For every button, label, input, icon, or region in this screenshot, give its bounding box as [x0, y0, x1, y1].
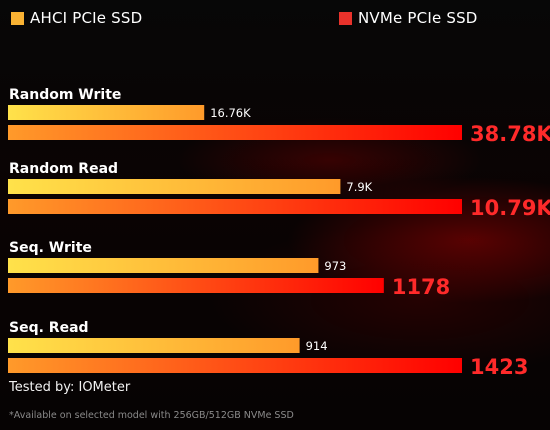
bar-nvme-seq-read	[8, 358, 462, 373]
bar-ahci-random-write	[8, 105, 205, 120]
tested-by-label: Tested by: IOMeter	[9, 380, 131, 395]
legend-ahci-label: AHCI PCIe SSD	[30, 9, 143, 27]
legend-nvme-label: NVMe PCIe SSD	[358, 9, 478, 27]
bar-ahci-seq-read	[8, 338, 300, 353]
legend-nvme-swatch	[339, 11, 352, 25]
value-label-ahci-seq-write: 973	[324, 259, 346, 273]
category-label-seq-read: Seq. Read	[9, 320, 89, 336]
category-label-random-write: Random Write	[9, 87, 121, 103]
value-label-nvme-seq-read: 1423	[470, 355, 528, 379]
bar-ahci-seq-write	[8, 258, 319, 273]
bar-nvme-random-read	[8, 199, 462, 214]
availability-note: *Available on selected model with 256GB/…	[9, 410, 294, 421]
category-label-seq-write: Seq. Write	[9, 240, 92, 256]
bar-ahci-random-read	[8, 179, 341, 194]
value-label-nvme-seq-write: 1178	[392, 275, 450, 299]
legend-ahci: AHCI PCIe SSD	[11, 8, 142, 28]
value-label-nvme-random-read: 10.79K	[470, 196, 550, 220]
value-label-ahci-seq-read: 914	[306, 339, 328, 353]
legend-ahci-swatch	[11, 11, 24, 25]
value-label-ahci-random-read: 7.9K	[346, 180, 372, 194]
bar-nvme-seq-write	[8, 278, 384, 293]
value-label-ahci-random-write: 16.76K	[210, 106, 251, 120]
value-label-nvme-random-write: 38.78K	[470, 122, 550, 146]
bar-nvme-random-write	[8, 125, 462, 140]
legend-nvme: NVMe PCIe SSD	[339, 8, 478, 28]
category-label-random-read: Random Read	[9, 161, 118, 177]
